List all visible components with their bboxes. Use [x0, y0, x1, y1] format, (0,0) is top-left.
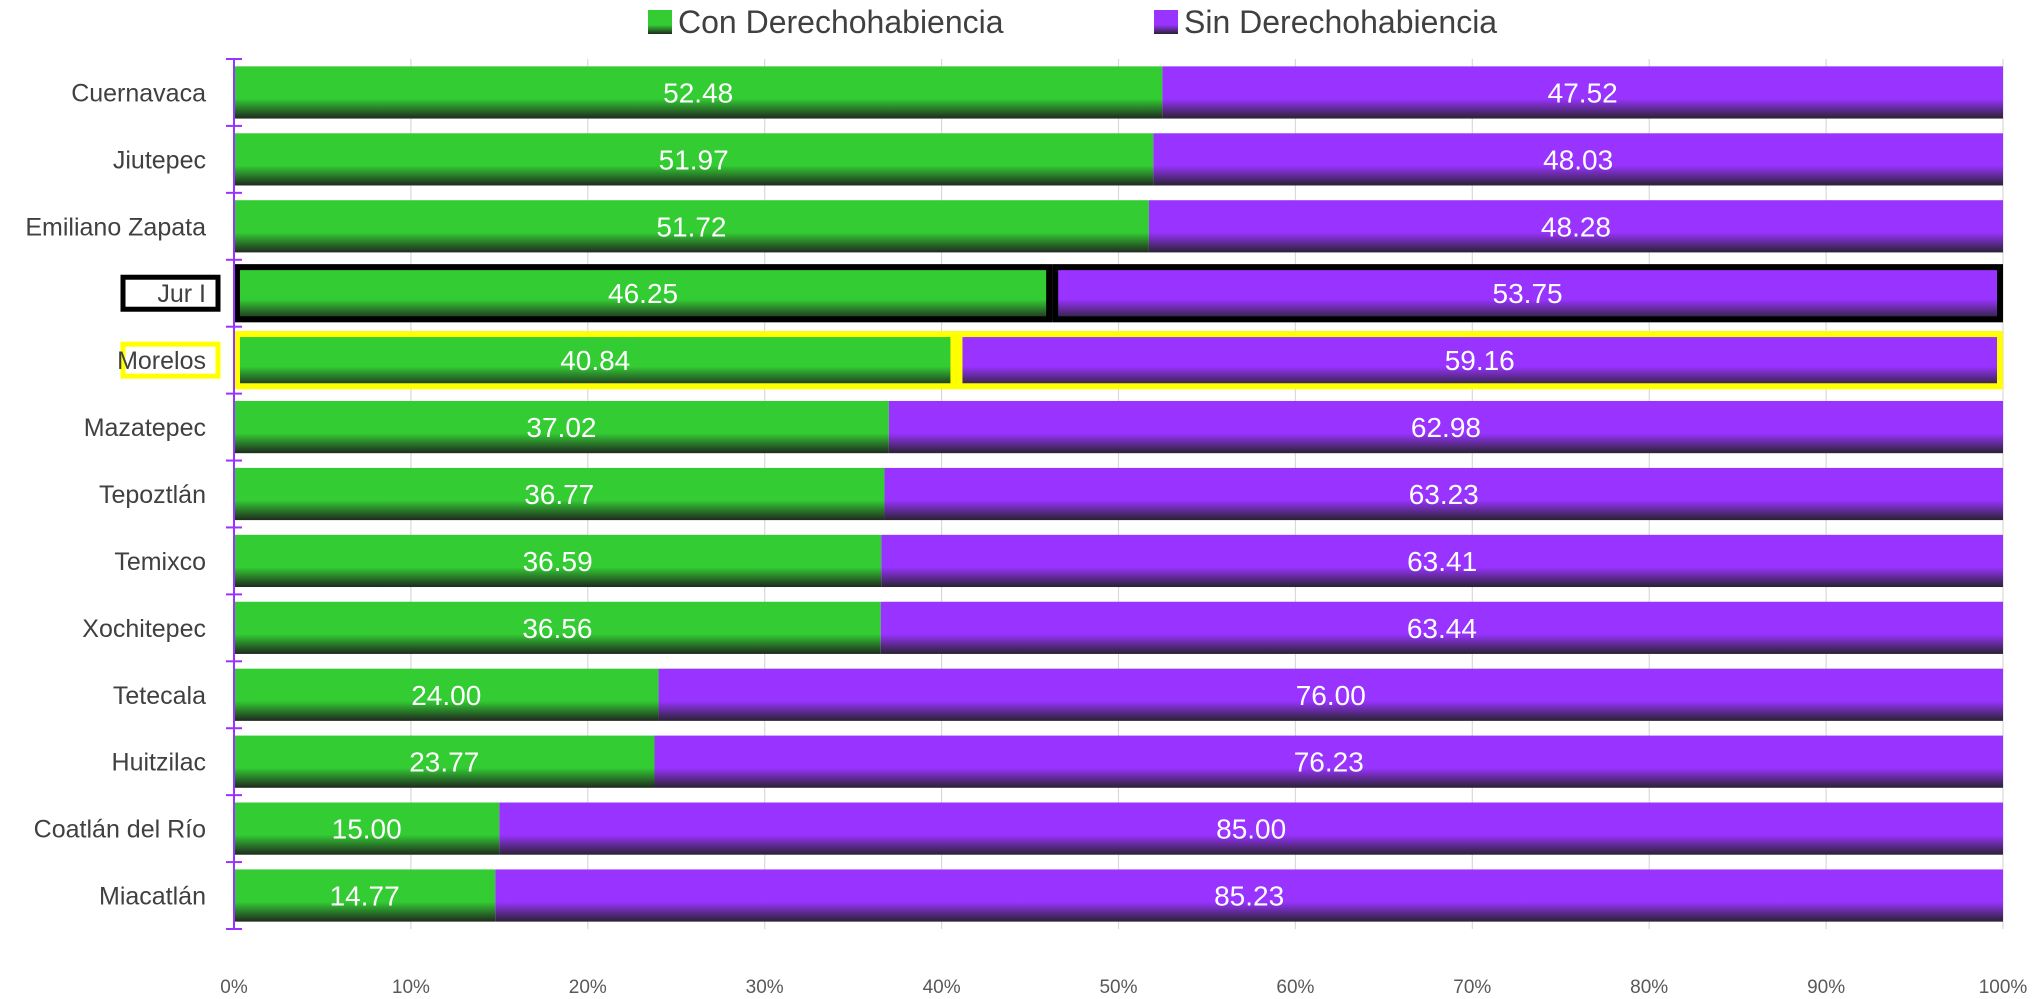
bar-sin-derechohabiencia-emiliano-zapata: [1148, 200, 2003, 253]
category-label-emiliano-zapata: Emiliano Zapata: [25, 213, 206, 241]
value-label: 63.41: [1407, 546, 1477, 577]
highlight-outline: [234, 331, 957, 390]
bar-con-derechohabiencia-cuernavaca: [234, 66, 1163, 119]
bar-sin-derechohabiencia-miacatlan: [495, 869, 2004, 922]
value-label: 23.77: [409, 747, 479, 778]
value-label: 46.25: [608, 278, 678, 309]
bar-con-derechohabiencia-emiliano-zapata: [234, 200, 1149, 253]
value-label: 85.23: [1214, 881, 1284, 912]
bar-sin-derechohabiencia-jur-i: [1052, 267, 2003, 320]
bar-con-derechohabiencia-coatlan-del-rio: [234, 802, 500, 855]
bar-con-derechohabiencia-morelos: [234, 334, 957, 387]
x-tick-label: 10%: [392, 977, 430, 998]
value-label: 53.75: [1493, 278, 1563, 309]
value-label: 62.98: [1411, 412, 1481, 443]
value-label: 63.23: [1409, 479, 1479, 510]
x-tick-label: 50%: [1099, 977, 1137, 998]
highlight-label-box: [120, 274, 221, 312]
category-label-jur-i: Jur I: [157, 280, 206, 308]
value-label: 76.00: [1296, 680, 1366, 711]
x-tick-label: 30%: [746, 977, 784, 998]
value-label: 36.59: [523, 546, 593, 577]
x-tick-label: 70%: [1453, 977, 1491, 998]
x-tick-label: 60%: [1276, 977, 1314, 998]
x-tick-label: 0%: [220, 977, 248, 998]
category-label-jiutepec: Jiutepec: [113, 146, 206, 174]
bar-sin-derechohabiencia-morelos: [956, 334, 2003, 387]
bar-con-derechohabiencia-jiutepec: [234, 133, 1154, 186]
category-label-temixco: Temixco: [114, 548, 206, 576]
value-label: 51.97: [659, 144, 729, 175]
x-tick-label: 90%: [1807, 977, 1845, 998]
legend-swatch-con-derechohabiencia: [648, 10, 672, 34]
value-label: 37.02: [526, 412, 596, 443]
x-tick-label: 40%: [923, 977, 961, 998]
category-labels: Cuernavaca Jiutepec Emiliano Zapata Jur I Mo…: [25, 79, 221, 911]
category-label-coatlan-del-rio: Coatlán del Río: [34, 816, 206, 844]
x-tick-label: 100%: [1979, 977, 2028, 998]
value-label: 59.16: [1445, 345, 1515, 376]
highlight-outline: [1052, 264, 2003, 323]
highlight-outline: [234, 264, 1053, 323]
category-label-xochitepec: Xochitepec: [82, 615, 206, 643]
bar-con-derechohabiencia-tetecala: [234, 668, 659, 721]
bar-sin-derechohabiencia-xochitepec: [880, 601, 2004, 654]
legend: Con Derechohabiencia Sin Derechohabiencia: [648, 4, 1497, 40]
y-axis: [226, 58, 242, 930]
legend-label-con-derechohabiencia: Con Derechohabiencia: [678, 4, 1004, 40]
category-label-morelos: Morelos: [117, 347, 206, 375]
bar-con-derechohabiencia-miacatlan: [234, 869, 496, 922]
value-label: 85.00: [1216, 814, 1286, 845]
value-label: 48.28: [1541, 211, 1611, 242]
bar-sin-derechohabiencia-tetecala: [658, 668, 2003, 721]
category-label-miacatlan: Miacatlán: [99, 883, 206, 911]
value-label: 47.52: [1548, 77, 1618, 108]
highlight-outline: [956, 331, 2003, 390]
value-label: 76.23: [1294, 747, 1364, 778]
value-label: 48.03: [1543, 144, 1613, 175]
bar-con-derechohabiencia-xochitepec: [234, 601, 881, 654]
bar-sin-derechohabiencia-tepoztlan: [884, 467, 2003, 521]
category-label-huitzilac: Huitzilac: [112, 749, 206, 777]
bars: 52.48 47.52 51.97 48.03 51.72 48.28 46.25 53.75…: [234, 66, 2004, 922]
category-label-tepoztlan: Tepoztlán: [99, 481, 206, 509]
bar-sin-derechohabiencia-temixco: [881, 534, 2003, 588]
bar-con-derechohabiencia-tepoztlan: [234, 467, 885, 521]
value-label: 36.77: [524, 479, 594, 510]
x-axis-tick-labels: 0% 10% 20% 30% 40% 50% 60% 70% 80% 90% 100%: [220, 977, 2027, 998]
bar-con-derechohabiencia-jur-i: [234, 267, 1053, 320]
value-label: 40.84: [560, 345, 630, 376]
bar-con-derechohabiencia-temixco: [234, 534, 882, 588]
value-label: 15.00: [332, 814, 402, 845]
x-tick-label: 20%: [569, 977, 607, 998]
x-tick-label: 80%: [1630, 977, 1668, 998]
value-label: 24.00: [411, 680, 481, 711]
category-label-cuernavaca: Cuernavaca: [71, 79, 206, 107]
value-label: 36.56: [522, 613, 592, 644]
bar-con-derechohabiencia-mazatepec: [234, 400, 889, 454]
bar-sin-derechohabiencia-mazatepec: [888, 400, 2003, 454]
value-label: 63.44: [1407, 613, 1477, 644]
bar-sin-derechohabiencia-cuernavaca: [1162, 66, 2003, 119]
legend-label-sin-derechohabiencia: Sin Derechohabiencia: [1184, 4, 1497, 40]
value-label: 52.48: [663, 77, 733, 108]
bar-con-derechohabiencia-huitzilac: [234, 735, 655, 788]
bar-sin-derechohabiencia-jiutepec: [1153, 133, 2003, 186]
bar-sin-derechohabiencia-huitzilac: [654, 735, 2004, 788]
category-label-tetecala: Tetecala: [113, 682, 206, 710]
highlight-label-box: [120, 341, 221, 379]
bar-sin-derechohabiencia-coatlan-del-rio: [499, 802, 2004, 855]
value-label: 51.72: [656, 211, 726, 242]
category-label-mazatepec: Mazatepec: [84, 414, 206, 442]
legend-swatch-sin-derechohabiencia: [1154, 10, 1178, 34]
value-label: 14.77: [330, 881, 400, 912]
